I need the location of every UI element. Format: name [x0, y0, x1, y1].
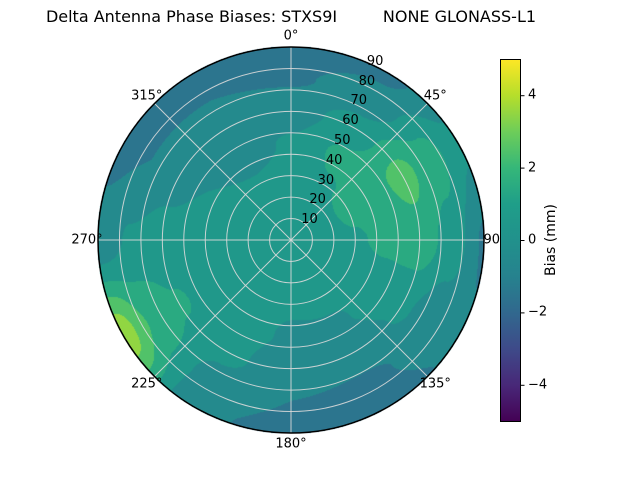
- theta-tick-label-180: 180°: [275, 436, 307, 452]
- colorbar-axis-label-box: Bias (mm): [540, 59, 562, 421]
- colorbar-tick-label-4: 4: [528, 87, 537, 103]
- grid-spoke: [290, 239, 428, 377]
- r-tick-label-10: 10: [301, 212, 318, 228]
- r-tick-label-80: 80: [358, 73, 376, 89]
- r-tick-label-60: 60: [342, 112, 359, 128]
- chart-title: Delta Antenna Phase Biases: STXS9I NONE …: [45, 7, 537, 26]
- r-tick-label-30: 30: [317, 172, 335, 188]
- r-tick-label-20: 20: [309, 192, 326, 208]
- colorbar-tick-label-2: 2: [528, 160, 537, 176]
- colorbar-tick-label-0: 0: [528, 232, 537, 248]
- grid-spoke: [154, 103, 292, 241]
- theta-tick-label-225: 225°: [131, 376, 163, 392]
- theta-tick-label-45: 45°: [423, 88, 447, 104]
- theta-tick-label-315: 315°: [131, 88, 163, 104]
- grid-spoke: [290, 103, 428, 241]
- colorbar-gradient: [500, 59, 521, 422]
- r-tick-label-90: 90: [366, 53, 384, 69]
- r-tick-label-70: 70: [350, 93, 367, 109]
- theta-tick-label-135: 135°: [419, 376, 451, 392]
- r-tick-label-40: 40: [325, 152, 343, 168]
- colorbar: [500, 59, 525, 422]
- colorbar-axis-label: Bias (mm): [543, 203, 559, 277]
- theta-tick-label-0: 0°: [283, 28, 299, 44]
- r-tick-label-50: 50: [334, 132, 351, 148]
- grid-spoke: [154, 239, 292, 377]
- polar-grid: [97, 46, 485, 434]
- theta-tick-label-270: 270°: [71, 232, 103, 248]
- colorbar-tick-label--4: −4: [528, 377, 548, 393]
- polar-outline: [97, 46, 485, 434]
- colorbar-tick-label--2: −2: [528, 304, 548, 320]
